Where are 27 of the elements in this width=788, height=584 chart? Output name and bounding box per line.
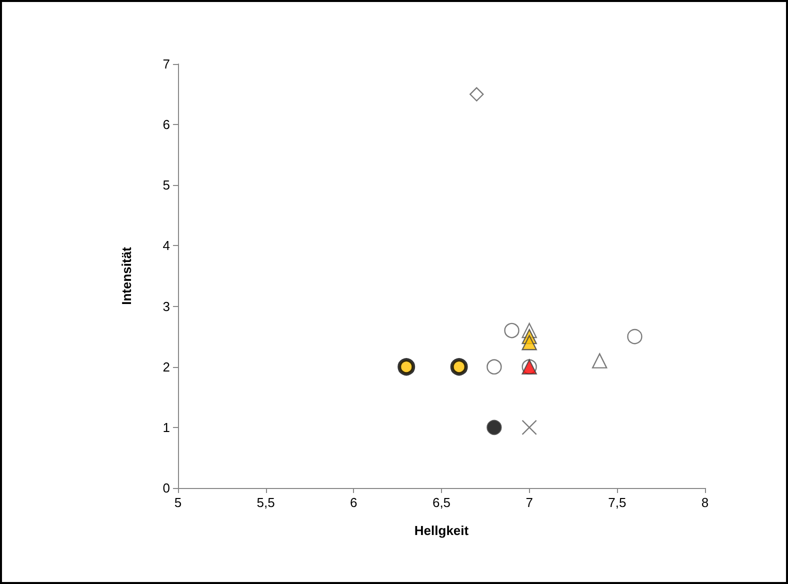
x-tick-label: 5 <box>174 495 182 510</box>
x-tick-label: 7 <box>526 495 533 510</box>
y-tick-label: 1 <box>162 420 170 435</box>
x-tick-label: 7,5 <box>608 495 626 510</box>
y-tick-label: 7 <box>162 56 170 72</box>
y-tick-label: 4 <box>162 238 170 254</box>
point <box>486 359 502 374</box>
point <box>504 322 520 338</box>
point <box>522 335 537 350</box>
point <box>522 420 537 436</box>
point <box>486 420 502 436</box>
x-tick-label: 5,5 <box>256 495 275 510</box>
y-tick-label: 0 <box>162 480 170 496</box>
point <box>627 328 642 344</box>
y-tick-label: 2 <box>162 359 170 374</box>
x-axis-title: Hellgkeit <box>414 523 470 538</box>
y-tick-label: 6 <box>162 117 170 132</box>
y-tick-label: 3 <box>162 298 170 314</box>
x-tick-label: 8 <box>701 495 709 510</box>
y-axis-title: Intensität <box>119 246 134 305</box>
x-tick-label: 6,5 <box>432 495 451 510</box>
point <box>398 358 416 376</box>
point <box>450 358 468 376</box>
y-tick-label: 5 <box>162 178 170 193</box>
point <box>592 353 608 368</box>
point <box>470 87 484 102</box>
x-tick-label: 6 <box>350 495 358 510</box>
